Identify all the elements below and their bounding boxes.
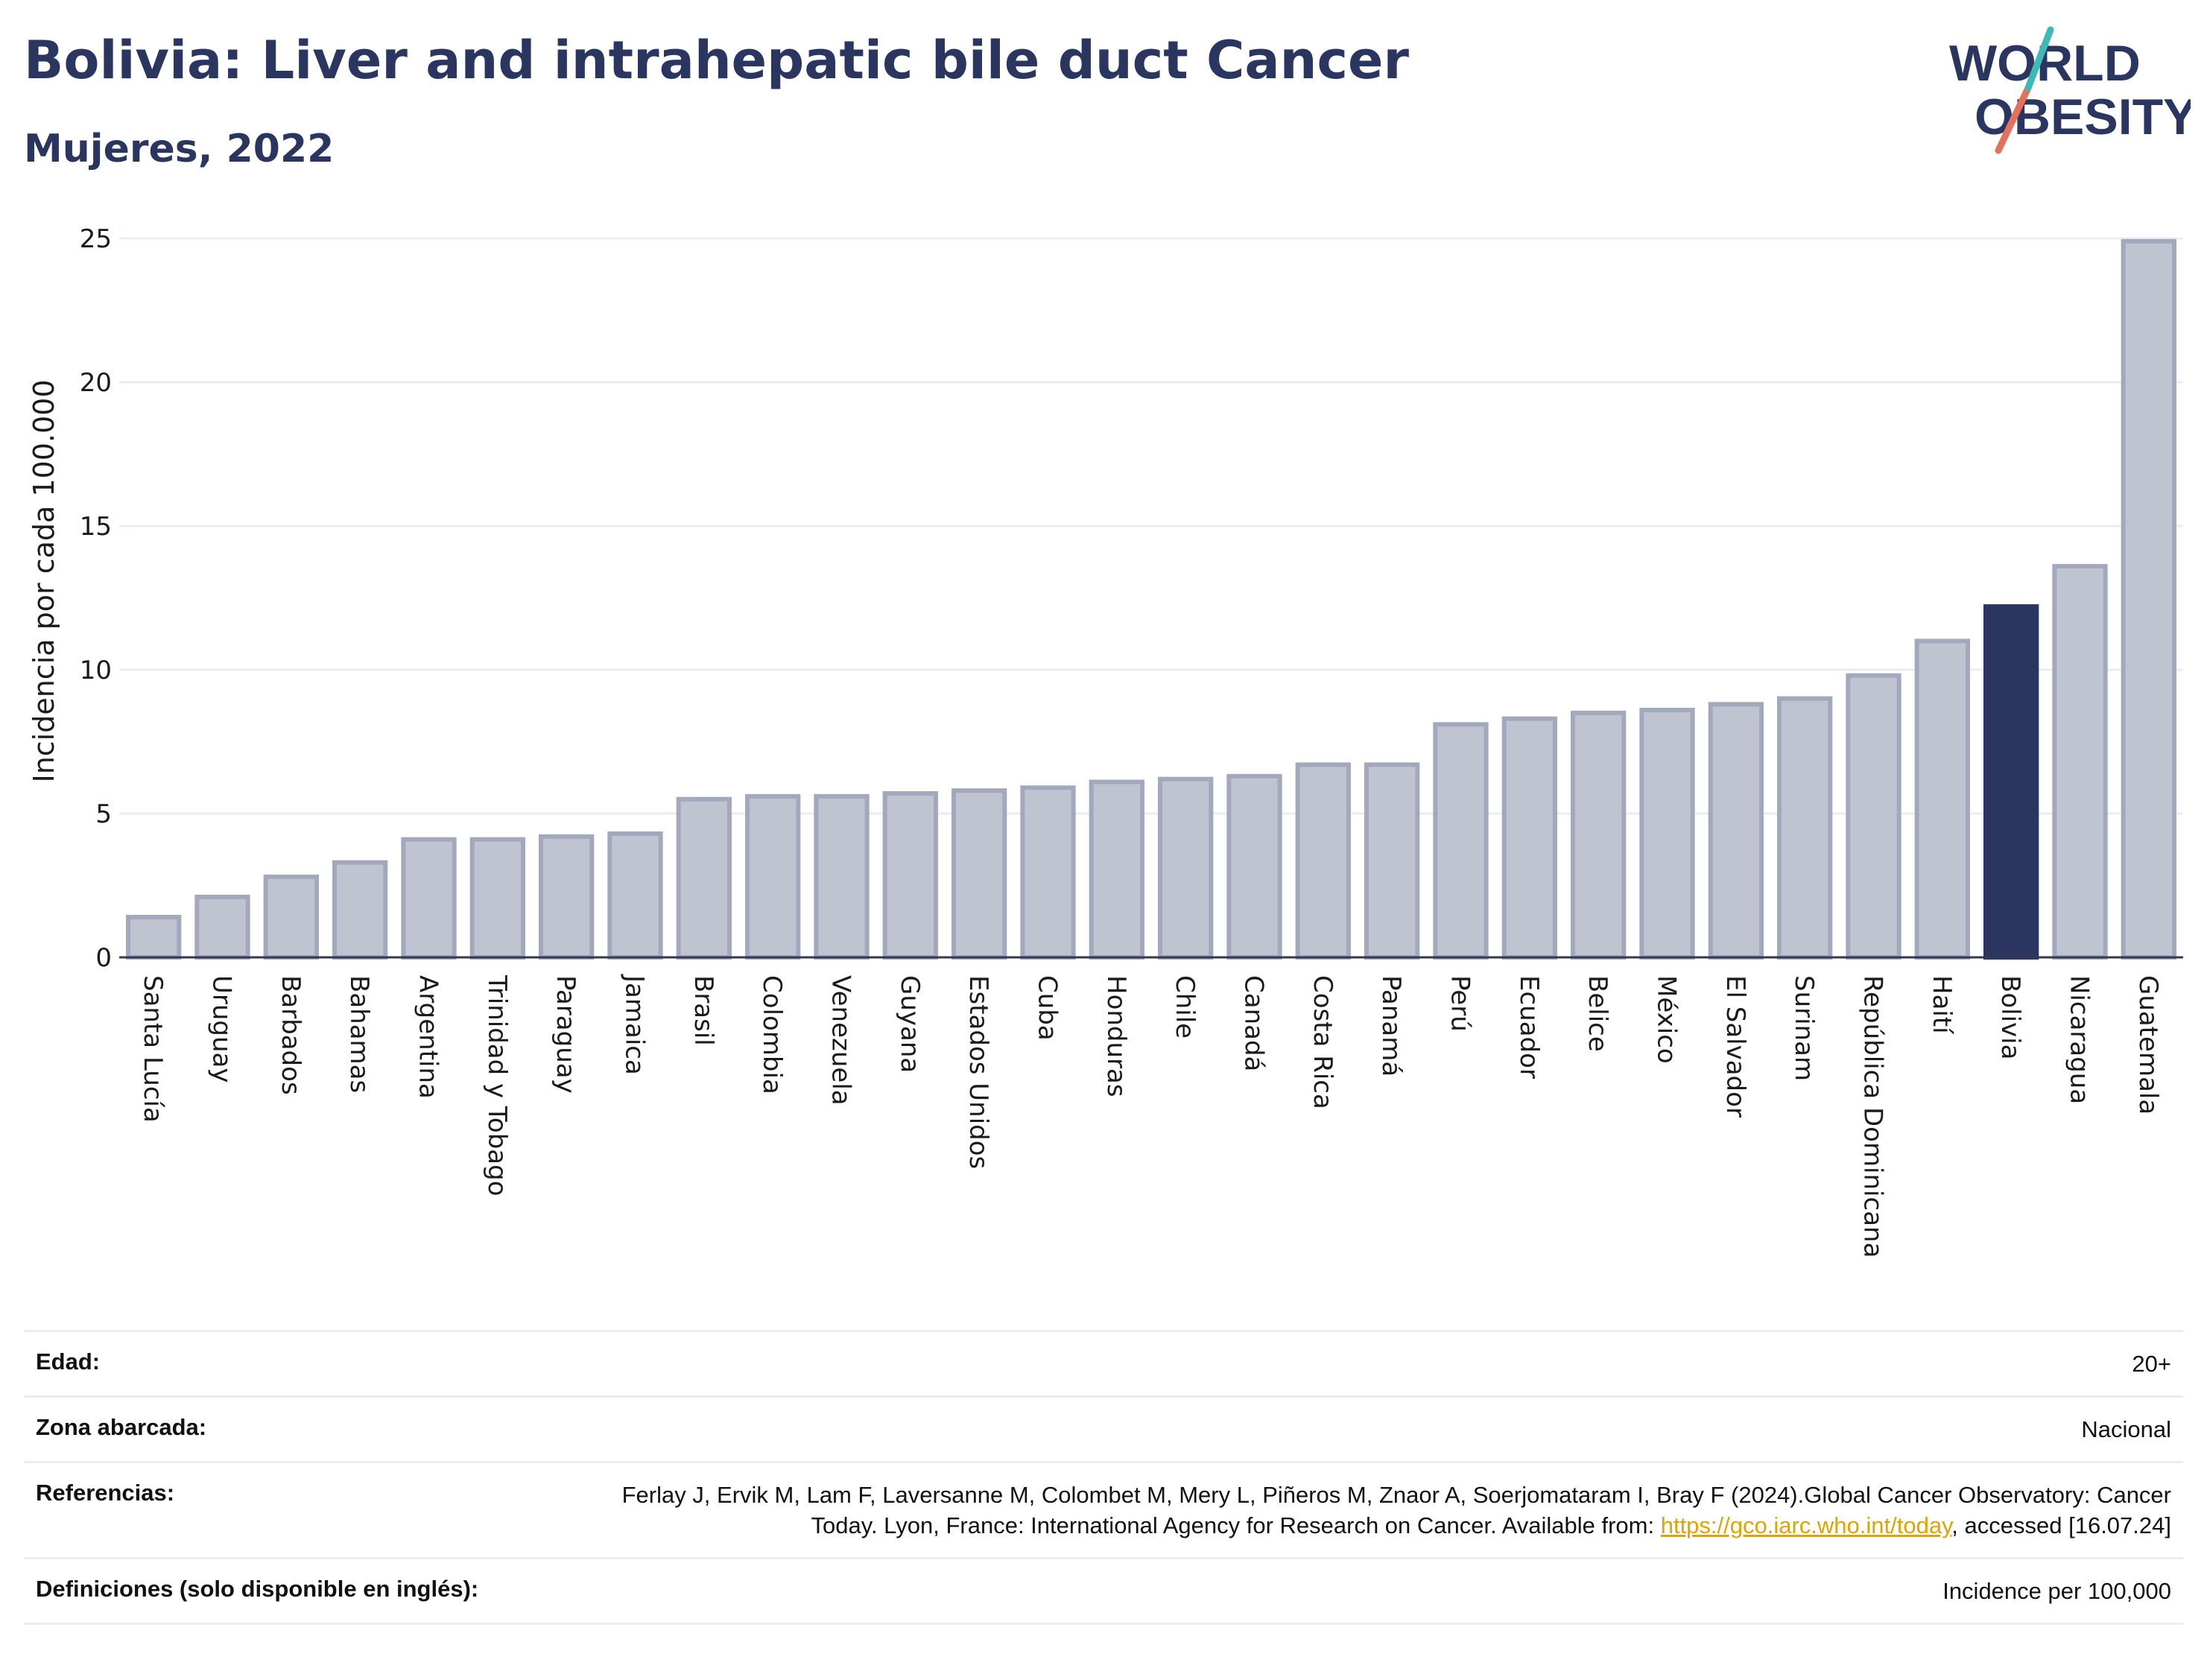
bar-estados-unidos	[951, 788, 1007, 960]
bar-perú	[1433, 722, 1489, 960]
bar-méxico	[1639, 708, 1695, 960]
x-tick-label: Guyana	[895, 975, 925, 1073]
bar-colombia	[745, 793, 801, 960]
x-tick-label: Trinidad y Tobago	[482, 974, 512, 1196]
referencias-text-1: Ferlay J, Ervik M, Lam F, Laversanne M, …	[621, 1482, 2171, 1538]
x-tick-label: Panamá	[1376, 975, 1406, 1077]
y-tick-label: 20	[80, 368, 112, 398]
definiciones-value: Incidence per 100,000	[1942, 1578, 2171, 1604]
bar-bolivia	[1983, 604, 2039, 960]
bar-nicaragua	[2052, 564, 2108, 960]
x-tick-label: Surinam	[1789, 975, 1819, 1081]
page-subtitle: Mujeres, 2022	[24, 127, 335, 171]
info-row-referencias: Referencias: Ferlay J, Ervik M, Lam F, L…	[24, 1463, 2183, 1559]
bar-guyana	[882, 790, 938, 960]
bar-guatemala	[2121, 238, 2176, 960]
edad-label: Edad:	[36, 1348, 101, 1375]
x-tick-label: Chile	[1170, 975, 1200, 1039]
bar-paraguay	[539, 834, 595, 960]
x-tick-label: Paraguay	[551, 975, 580, 1094]
x-tick-label: Santa Lucía	[138, 975, 168, 1123]
x-tick-label: Cuba	[1033, 975, 1063, 1041]
x-tick-label: Canadá	[1239, 975, 1269, 1071]
logo-slash-teal	[2024, 26, 2054, 92]
bar-barbados	[263, 874, 319, 960]
bar-chile	[1158, 776, 1214, 960]
x-tick-label: Perú	[1445, 975, 1475, 1032]
referencias-value: Ferlay J, Ervik M, Lam F, Laversanne M, …	[607, 1480, 2171, 1541]
definiciones-label: Definiciones (solo disponible en inglés)…	[36, 1576, 479, 1602]
bar-cuba	[1020, 785, 1076, 960]
referencias-label: Referencias:	[36, 1480, 175, 1506]
bar-jamaica	[607, 831, 663, 960]
y-tick-label: 15	[80, 512, 112, 542]
x-tick-label: Costa Rica	[1308, 975, 1337, 1109]
x-tick-label: Honduras	[1101, 975, 1131, 1097]
bar-trinidad-y-tobago	[469, 837, 525, 960]
bar-honduras	[1089, 779, 1144, 960]
zona-value: Nacional	[2081, 1416, 2171, 1442]
info-row-definiciones: Definiciones (solo disponible en inglés)…	[24, 1559, 2183, 1625]
zona-label: Zona abarcada:	[36, 1414, 207, 1440]
x-tick-label: Ecuador	[1514, 975, 1544, 1079]
bar-belice	[1571, 710, 1627, 960]
bar-surinam	[1777, 696, 1833, 960]
x-tick-label: Estados Unidos	[963, 975, 993, 1169]
x-tick-label: Bolivia	[1995, 975, 2025, 1059]
world-obesity-logo: WORLD OBESITY	[1949, 26, 2191, 154]
bar-panamá	[1364, 762, 1420, 960]
bar-ecuador	[1501, 716, 1557, 960]
x-tick-label: Haití	[1927, 975, 1957, 1035]
info-row-zona: Zona abarcada: Nacional	[24, 1398, 2183, 1463]
x-tick-label: México	[1652, 975, 1682, 1064]
logo-slash-red	[1995, 84, 2032, 154]
y-tick-label: 10	[80, 656, 112, 685]
bar-costa-rica	[1295, 762, 1351, 960]
y-axis-title: Incidencia por cada 100.000	[28, 379, 60, 782]
x-tick-label: Colombia	[757, 975, 787, 1094]
bar-argentina	[401, 837, 457, 960]
x-tick-label: Belice	[1583, 975, 1612, 1052]
x-tick-label: Barbados	[276, 975, 305, 1095]
grid-layer	[119, 237, 2183, 815]
info-table: Edad: 20+ Zona abarcada: Nacional Refere…	[24, 1330, 2183, 1625]
x-tick-label: Brasil	[688, 975, 718, 1046]
bar-el-salvador	[1708, 702, 1764, 960]
bar-canadá	[1226, 773, 1282, 960]
logo-line-2: OBESITY	[1975, 89, 2191, 145]
bar-venezuela	[814, 793, 870, 960]
bar-haití	[1914, 638, 1970, 960]
referencias-text-2: , accessed [16.07.24]	[1951, 1512, 2171, 1538]
info-row-edad: Edad: 20+	[24, 1332, 2183, 1398]
bars-layer	[126, 238, 2176, 960]
edad-value: 20+	[2132, 1351, 2171, 1377]
x-tick-label: Argentina	[414, 975, 443, 1099]
y-tick-label: 0	[95, 943, 112, 973]
x-tick-label: Bahamas	[344, 975, 374, 1093]
bar-brasil	[676, 796, 732, 960]
y-tick-label: 25	[80, 224, 112, 254]
x-tick-label: Venezuela	[826, 975, 856, 1106]
bar-santa-lucía	[126, 914, 182, 960]
axis-layer: 0 5 10 15 20 25 Santa Lucía Uruguay Barbados Baha…	[80, 224, 2183, 1258]
bar-república-dominicana	[1846, 673, 1901, 960]
x-tick-label: Uruguay	[207, 975, 237, 1083]
bar-chart: 0 5 10 15 20 25 Santa Lucía Uruguay Barbados Baha…	[28, 224, 2183, 1258]
x-tick-label: El Salvador	[1720, 975, 1750, 1118]
bar-bahamas	[332, 860, 388, 960]
x-tick-label: Guatemala	[2133, 975, 2163, 1115]
x-tick-label: República Dominicana	[1858, 975, 1888, 1258]
referencias-link[interactable]: https://gco.iarc.who.int/today	[1660, 1512, 1952, 1538]
y-tick-label: 5	[95, 799, 112, 829]
bar-uruguay	[194, 894, 250, 960]
x-tick-label: Nicaragua	[2065, 975, 2094, 1104]
page-title: Bolivia: Liver and intrahepatic bile duc…	[24, 30, 1409, 91]
x-tick-label: Jamaica	[620, 974, 650, 1075]
